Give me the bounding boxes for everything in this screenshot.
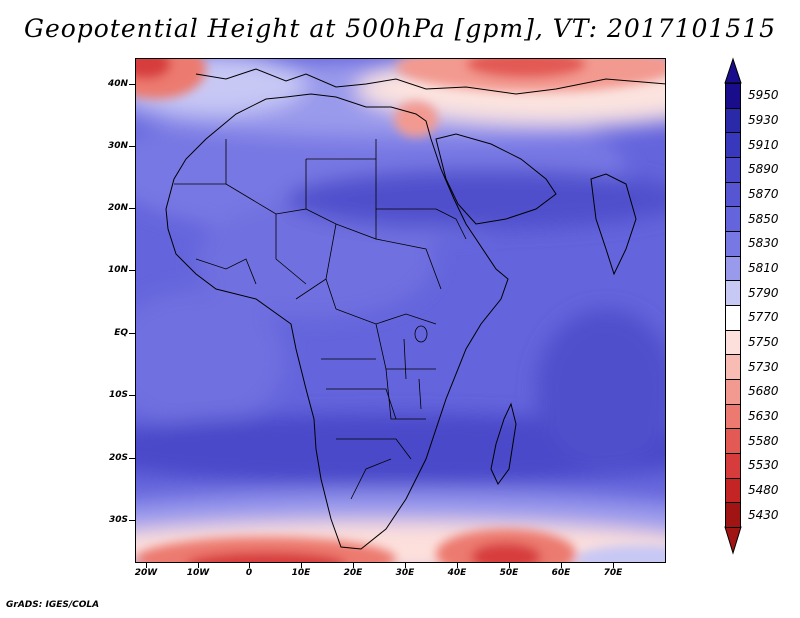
lon-label: 0 (245, 568, 253, 578)
colorbar-swatch (725, 502, 741, 528)
map-canvas (136, 59, 665, 562)
colorbar-swatch (725, 428, 741, 454)
colorbar-level-label: 5530 (748, 458, 779, 473)
colorbar-level-label: 5630 (748, 409, 779, 423)
colorbar-swatch (725, 453, 741, 479)
colorbar-swatch (725, 280, 741, 306)
lon-tick (613, 563, 614, 568)
lon-tick (405, 563, 406, 568)
lat-label: 30S (108, 515, 128, 525)
colorbar-bottom-arrow (724, 526, 742, 555)
lon-tick (561, 563, 562, 568)
colorbar-level-label: 5950 (748, 88, 779, 103)
colorbar-swatch (725, 403, 741, 430)
lat-label: 10S (108, 390, 128, 400)
lon-tick (301, 563, 302, 568)
lon-label: 10E (291, 568, 311, 578)
lat-label: 30N (107, 141, 128, 151)
coastlines (165, 68, 665, 550)
lon-label: 30E (395, 568, 415, 578)
colorbar-level-label: 5730 (748, 359, 779, 374)
lat-tick (129, 270, 135, 271)
colorbar-swatch (725, 354, 741, 380)
madagascar-coastline (490, 402, 517, 485)
colorbar-level-label: 5790 (748, 285, 779, 300)
country-borders (174, 139, 467, 500)
colorbar-top-arrow (724, 57, 742, 84)
colorbar-level-label: 5870 (748, 187, 779, 201)
europe-coastline (195, 68, 665, 95)
colorbar-swatch (725, 231, 741, 257)
colorbar-legend: 5950 5930 5910 5890 5870 5850 5830 5810 5790 5770… (719, 56, 779, 556)
colorbar-swatch (725, 329, 741, 356)
lon-label: 20W (134, 568, 158, 578)
colorbar-swatch (725, 132, 741, 158)
colorbar-level-label: 5680 (748, 384, 779, 399)
lon-tick (249, 563, 250, 568)
lon-label: 60E (551, 568, 571, 578)
colorbar-level-label: 5850 (748, 211, 779, 226)
lon-label: 10W (186, 568, 210, 578)
lon-tick (509, 563, 510, 568)
low-pressure-sw (136, 537, 396, 562)
lat-tick (129, 146, 135, 147)
lat-label: EQ (114, 328, 128, 338)
colorbar-swatch (725, 477, 741, 504)
colorbar-level-label: 5430 (748, 507, 779, 522)
colorbar-level-label: 5480 (748, 483, 779, 497)
colorbar-level-label: 5910 (748, 137, 779, 152)
arabia-coastline (435, 133, 557, 225)
lat-tick (129, 84, 135, 85)
lat-label: 40N (107, 79, 128, 89)
colorbar-swatch (725, 157, 741, 183)
lakes (403, 325, 428, 410)
lat-label: 20N (107, 203, 128, 213)
chart-title: Geopotential Height at 500hPa [gpm], VT:… (23, 14, 777, 43)
lon-tick (457, 563, 458, 568)
colorbar-level-label: 5830 (748, 236, 779, 251)
lat-tick (129, 395, 135, 396)
lon-tick (146, 563, 147, 568)
lon-label: 20E (343, 568, 363, 578)
africa-coastline (165, 93, 509, 550)
lon-tick (198, 563, 199, 568)
lon-label: 40E (447, 568, 467, 578)
colorbar-level-label: 5890 (748, 162, 779, 177)
colorbar-swatch (725, 107, 741, 134)
colorbar-swatch (725, 181, 741, 208)
lat-tick (129, 520, 135, 521)
colorbar-swatch (725, 379, 741, 405)
colorbar-swatch (725, 255, 741, 282)
lat-label: 20S (108, 453, 128, 463)
colorbar-level-label: 5580 (748, 433, 779, 448)
lon-label: 50E (499, 568, 519, 578)
colorbar-level-label: 5810 (748, 261, 779, 275)
colorbar-level-label: 5770 (748, 310, 779, 325)
lon-tick (353, 563, 354, 568)
lat-tick (129, 458, 135, 459)
colorbar-level-label: 5930 (748, 113, 779, 127)
colorbar-swatch (725, 83, 741, 109)
credit-text: GrADS: IGES/COLA (6, 600, 100, 610)
map-panel (135, 58, 666, 563)
lat-label: 10N (107, 265, 128, 275)
lat-tick (129, 208, 135, 209)
lon-label: 70E (603, 568, 623, 578)
contour-5890-south (136, 414, 665, 484)
india-coastline (590, 173, 637, 276)
colorbar-swatch (725, 305, 741, 331)
colorbar-level-label: 5750 (748, 335, 779, 349)
colorbar-swatch (725, 206, 741, 232)
lat-tick (129, 333, 135, 334)
